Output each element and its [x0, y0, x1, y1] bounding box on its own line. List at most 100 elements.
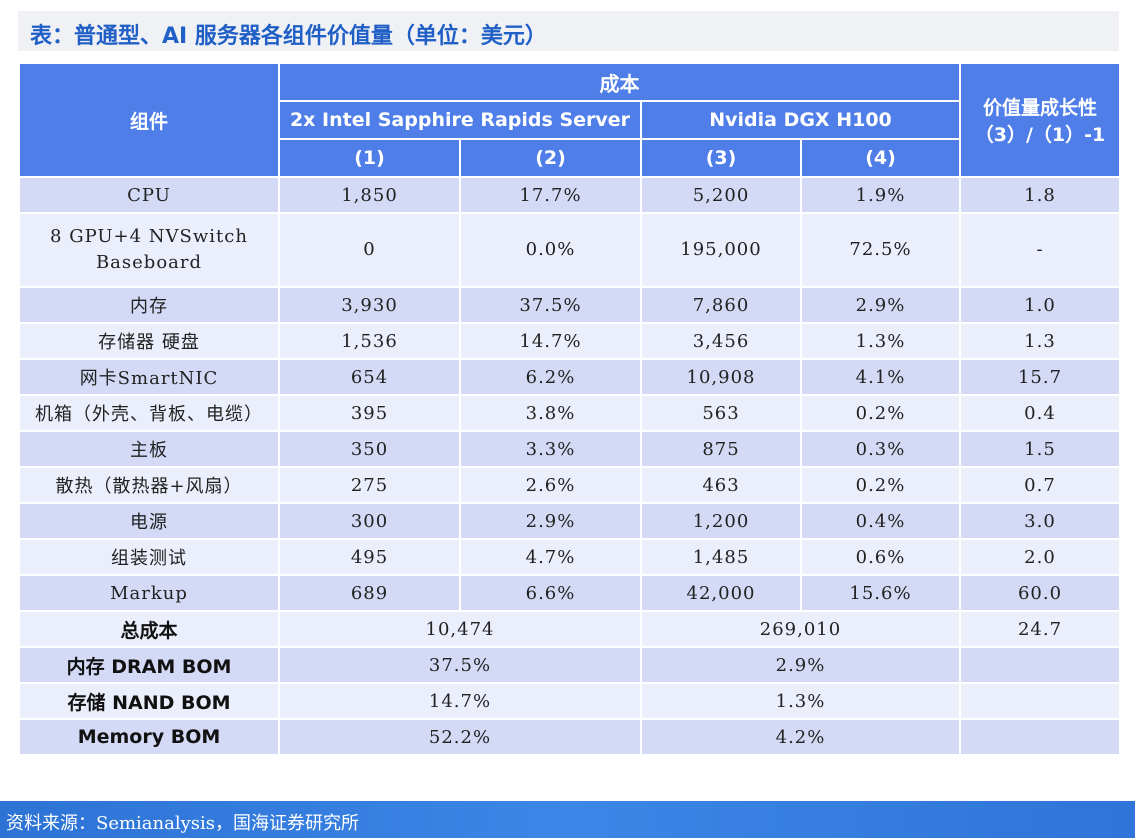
cell-c1: 654 [278, 358, 461, 396]
table-row: 网卡SmartNIC 654 6.2% 10,908 4.1% 15.7 [18, 358, 1121, 396]
cell-c1: 1,850 [278, 176, 461, 214]
cell-growth: 1.0 [959, 286, 1121, 324]
row-label: 机箱（外壳、背板、电缆） [18, 394, 280, 432]
summary-a: 52.2% [278, 718, 642, 756]
cell-c2: 37.5% [459, 286, 642, 324]
summary-row: 总成本 10,474 269,010 24.7 [18, 610, 1121, 648]
row-label: 散热（散热器+风扇） [18, 466, 280, 504]
summary-label: 内存 DRAM BOM [18, 646, 280, 684]
summary-growth: 24.7 [959, 610, 1121, 648]
summary-growth [959, 718, 1121, 756]
cell-c2: 4.7% [459, 538, 642, 576]
cell-c3: 563 [640, 394, 802, 432]
summary-b: 2.9% [640, 646, 961, 684]
cell-growth: 1.8 [959, 176, 1121, 214]
cell-c2: 14.7% [459, 322, 642, 360]
cell-c1: 395 [278, 394, 461, 432]
cell-c4: 15.6% [800, 574, 961, 612]
cell-c4: 0.3% [800, 430, 961, 468]
bom-table: 组件 成本 价值量成长性 （3）/（1）-1 2x Intel Sapphire… [18, 62, 1121, 756]
cell-growth: 3.0 [959, 502, 1121, 540]
cell-c3: 1,200 [640, 502, 802, 540]
summary-b: 4.2% [640, 718, 961, 756]
cell-c3: 42,000 [640, 574, 802, 612]
cell-c4: 1.3% [800, 322, 961, 360]
cell-c3: 3,456 [640, 322, 802, 360]
cell-c1: 0 [278, 212, 461, 288]
cell-c2: 3.8% [459, 394, 642, 432]
table-row: 内存 3,930 37.5% 7,860 2.9% 1.0 [18, 286, 1121, 324]
table-row: 主板 350 3.3% 875 0.3% 1.5 [18, 430, 1121, 468]
cell-c4: 2.9% [800, 286, 961, 324]
header-growth-line1: 价值量成长性 [982, 97, 1097, 119]
summary-label: 总成本 [18, 610, 280, 648]
table-row: CPU 1,850 17.7% 5,200 1.9% 1.8 [18, 176, 1121, 214]
summary-a: 37.5% [278, 646, 642, 684]
cell-c4: 0.4% [800, 502, 961, 540]
cell-c3: 5,200 [640, 176, 802, 214]
cell-c4: 0.2% [800, 466, 961, 504]
summary-label: 存储 NAND BOM [18, 682, 280, 720]
table-row: 机箱（外壳、背板、电缆） 395 3.8% 563 0.2% 0.4 [18, 394, 1121, 432]
cell-growth: 0.4 [959, 394, 1121, 432]
cell-c1: 300 [278, 502, 461, 540]
summary-growth [959, 682, 1121, 720]
row-label: CPU [18, 176, 280, 214]
cell-growth: 0.7 [959, 466, 1121, 504]
cell-c3: 875 [640, 430, 802, 468]
row-label: 组装测试 [18, 538, 280, 576]
header-growth: 价值量成长性 （3）/（1）-1 [959, 62, 1121, 178]
cell-c3: 7,860 [640, 286, 802, 324]
header-growth-line2: （3）/（1）-1 [974, 124, 1106, 146]
page-title: 表：普通型、AI 服务器各组件价值量（单位：美元） [30, 24, 547, 49]
cell-c1: 275 [278, 466, 461, 504]
summary-row: Memory BOM 52.2% 4.2% [18, 718, 1121, 756]
header-cost: 成本 [278, 62, 961, 102]
row-label: 内存 [18, 286, 280, 324]
cell-c2: 0.0% [459, 212, 642, 288]
summary-b: 1.3% [640, 682, 961, 720]
summary-growth [959, 646, 1121, 684]
cell-c3: 195,000 [640, 212, 802, 288]
cell-growth: - [959, 212, 1121, 288]
title-bar: 表：普通型、AI 服务器各组件价值量（单位：美元） [18, 11, 1119, 51]
table-row: 存储器 硬盘 1,536 14.7% 3,456 1.3% 1.3 [18, 322, 1121, 360]
row-label: Markup [18, 574, 280, 612]
table-row: 散热（散热器+风扇） 275 2.6% 463 0.2% 0.7 [18, 466, 1121, 504]
cell-c2: 2.6% [459, 466, 642, 504]
summary-b: 269,010 [640, 610, 961, 648]
table-row: 8 GPU+4 NVSwitch Baseboard 0 0.0% 195,00… [18, 212, 1121, 288]
header-component: 组件 [18, 62, 280, 178]
cell-c2: 17.7% [459, 176, 642, 214]
source-note: 资料来源：Semianalysis，国海证券研究所 [6, 813, 360, 834]
footer-bar: 资料来源：Semianalysis，国海证券研究所 [0, 801, 1135, 838]
cell-c4: 0.6% [800, 538, 961, 576]
cell-c4: 1.9% [800, 176, 961, 214]
header-server-b: Nvidia DGX H100 [640, 100, 961, 140]
summary-a: 10,474 [278, 610, 642, 648]
cell-c2: 2.9% [459, 502, 642, 540]
cell-c1: 689 [278, 574, 461, 612]
row-label: 电源 [18, 502, 280, 540]
cell-c3: 10,908 [640, 358, 802, 396]
cell-growth: 2.0 [959, 538, 1121, 576]
header-col1: (1) [278, 138, 461, 178]
cell-c1: 1,536 [278, 322, 461, 360]
row-label: 主板 [18, 430, 280, 468]
table-row: Markup 689 6.6% 42,000 15.6% 60.0 [18, 574, 1121, 612]
cell-c2: 6.6% [459, 574, 642, 612]
summary-label: Memory BOM [18, 718, 280, 756]
cell-c2: 3.3% [459, 430, 642, 468]
header-col3: (3) [640, 138, 802, 178]
cell-growth: 15.7 [959, 358, 1121, 396]
cell-c4: 4.1% [800, 358, 961, 396]
table-row: 电源 300 2.9% 1,200 0.4% 3.0 [18, 502, 1121, 540]
cell-c1: 3,930 [278, 286, 461, 324]
cell-growth: 1.5 [959, 430, 1121, 468]
cell-c1: 350 [278, 430, 461, 468]
cell-c2: 6.2% [459, 358, 642, 396]
cell-c4: 72.5% [800, 212, 961, 288]
header-col2: (2) [459, 138, 642, 178]
row-label: 8 GPU+4 NVSwitch Baseboard [18, 212, 280, 288]
row-label: 存储器 硬盘 [18, 322, 280, 360]
